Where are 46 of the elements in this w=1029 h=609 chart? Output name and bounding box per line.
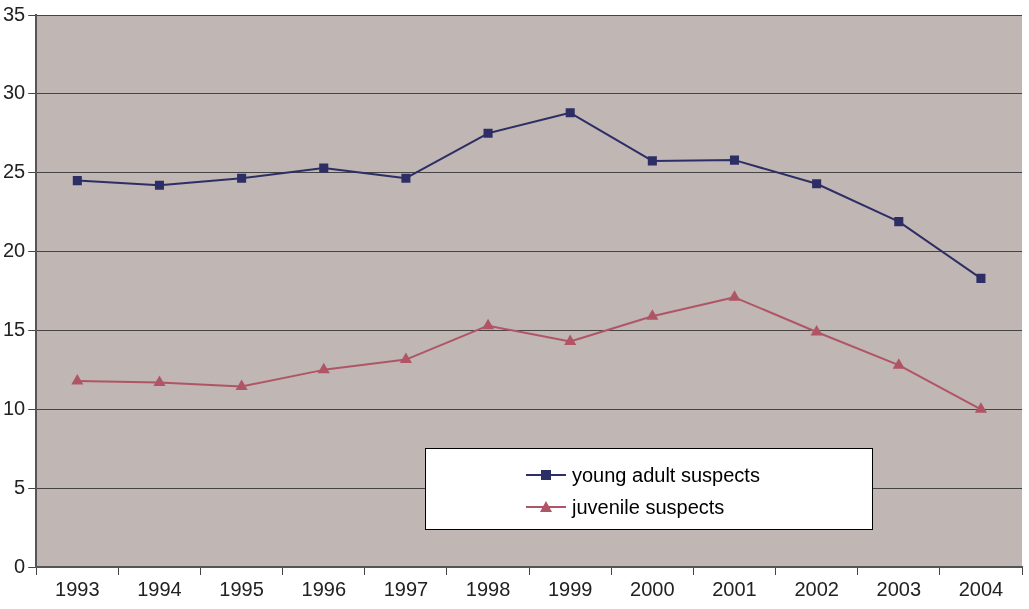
point — [400, 353, 412, 364]
legend-label: juvenile suspects — [572, 495, 725, 519]
point — [975, 403, 987, 413]
x-tick-label: 2000 — [630, 577, 675, 600]
point — [729, 155, 740, 165]
y-tick-label: 25 — [3, 160, 26, 183]
point — [318, 363, 330, 374]
point — [894, 217, 904, 227]
legend-label: young adult suspects — [572, 463, 760, 487]
y-tick-label: 20 — [3, 239, 26, 262]
x-tick-label: 1999 — [547, 577, 593, 600]
y-tick-label: 10 — [3, 396, 26, 419]
point — [647, 156, 657, 166]
point — [319, 163, 329, 173]
point — [72, 176, 82, 186]
x-tick-label: 1998 — [465, 577, 511, 600]
y-tick-label: 30 — [3, 81, 26, 104]
x-tick-label: 2003 — [876, 577, 922, 600]
point — [401, 173, 411, 183]
point — [893, 359, 905, 369]
point — [154, 376, 165, 386]
y-tick-label: 5 — [14, 475, 26, 498]
point — [483, 128, 493, 138]
point — [812, 179, 822, 189]
y-tick-label: 0 — [14, 554, 26, 577]
point — [564, 335, 576, 345]
point — [71, 374, 83, 385]
point — [154, 180, 164, 190]
x-tick-label: 2004 — [958, 577, 1004, 600]
y-tick-label: 35 — [3, 2, 26, 25]
x-tick-label: 2002 — [794, 577, 839, 600]
point — [482, 319, 494, 330]
x-tick-label: 1993 — [55, 577, 100, 600]
x-tick-label: 1996 — [301, 577, 347, 600]
x-tick-label: 1997 — [383, 577, 429, 600]
x-tick-label: 2001 — [712, 577, 757, 600]
point — [236, 380, 247, 390]
point — [729, 291, 740, 301]
point — [811, 326, 822, 336]
point — [237, 173, 247, 183]
x-tick-label: 1995 — [219, 577, 264, 600]
x-tick-label: 1994 — [137, 577, 182, 600]
y-tick-label: 15 — [3, 317, 26, 340]
point — [647, 310, 658, 320]
point — [976, 273, 986, 283]
point — [565, 108, 575, 118]
